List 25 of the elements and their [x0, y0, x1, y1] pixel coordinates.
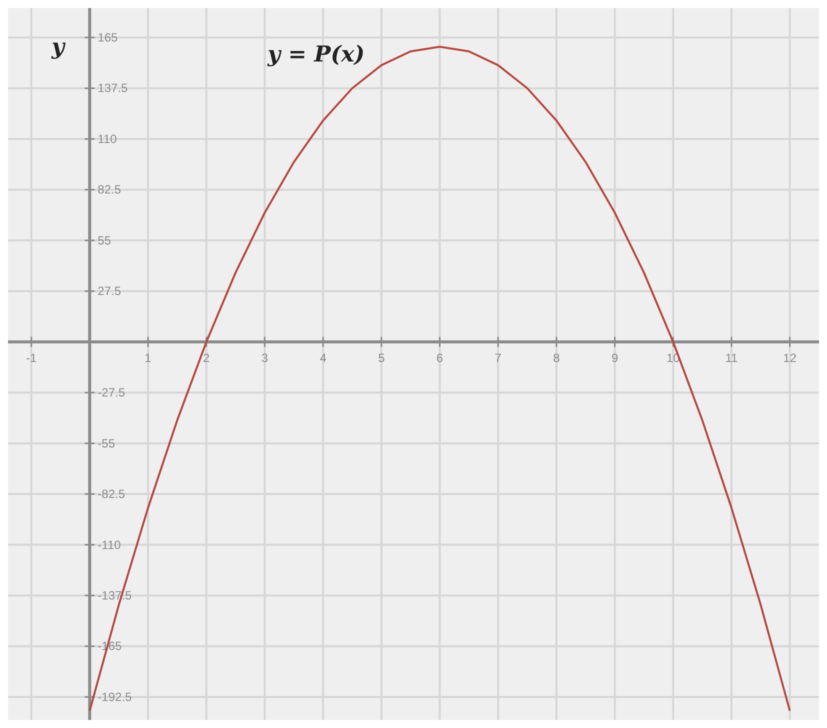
y-tick-label: 55 — [98, 233, 112, 248]
y-tick-label: 27.5 — [98, 284, 122, 298]
y-tick-label: -82.5 — [98, 487, 126, 502]
y-tick-label: -110 — [98, 538, 122, 552]
x-tick-label: 1 — [144, 350, 152, 365]
y-tick-label: 137.5 — [98, 81, 128, 96]
x-tick-label: 6 — [436, 350, 444, 365]
x-tick-label: 4 — [320, 350, 327, 365]
x-tick-label: 5 — [378, 350, 386, 365]
y-tick-label: -27.5 — [98, 386, 126, 400]
y-tick-label: -192.5 — [98, 690, 132, 704]
y-axis-title: y — [50, 34, 67, 60]
x-tick-label: 12 — [783, 350, 797, 365]
y-tick-label: -55 — [98, 436, 116, 450]
x-tick-label: 3 — [261, 350, 268, 365]
x-tick-label: 2 — [203, 350, 210, 365]
series-label: y = P(x) — [266, 41, 365, 68]
y-tick-label: 165 — [98, 30, 118, 45]
y-tick-label: 82.5 — [98, 182, 122, 197]
x-tick-label: -1 — [26, 350, 37, 365]
y-tick-label: 110 — [98, 132, 118, 146]
x-tick-label: 7 — [494, 350, 502, 365]
x-tick-label: 9 — [611, 350, 618, 365]
x-tick-label: 11 — [725, 350, 738, 365]
x-tick-label: 8 — [553, 350, 560, 365]
